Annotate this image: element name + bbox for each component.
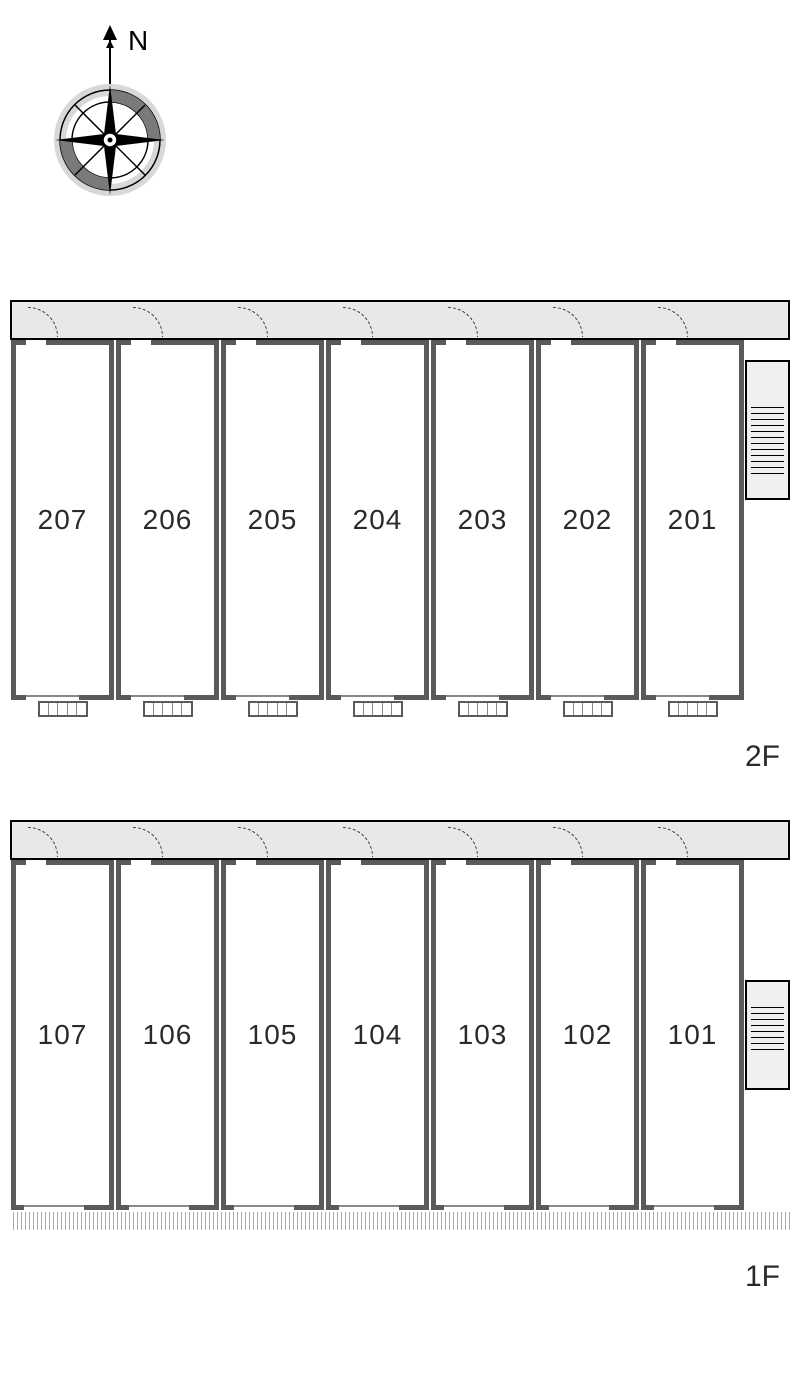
unit-203: 203	[431, 340, 534, 700]
units-row: 207 206 205 204 203 202 201	[10, 340, 745, 700]
window-opening	[549, 1205, 609, 1210]
door-opening	[656, 860, 676, 865]
window-opening	[236, 695, 289, 700]
window-opening	[339, 1205, 399, 1210]
door-opening	[131, 860, 151, 865]
floor-label-1f: 1F	[745, 1260, 780, 1294]
floor-plan-2f: 207 206 205 204 203 202 201	[10, 300, 790, 730]
unit-101: 101	[641, 860, 744, 1210]
door-opening	[446, 860, 466, 865]
door-opening	[341, 860, 361, 865]
door-opening	[551, 860, 571, 865]
unit-label: 101	[668, 1019, 718, 1051]
unit-label: 103	[458, 1019, 508, 1051]
floor-label-2f: 2F	[745, 740, 780, 774]
door-opening	[656, 340, 676, 345]
unit-label: 201	[668, 504, 718, 536]
unit-103: 103	[431, 860, 534, 1210]
door-opening	[131, 340, 151, 345]
unit-label: 203	[458, 504, 508, 536]
window-opening	[341, 695, 394, 700]
unit-105: 105	[221, 860, 324, 1210]
door-opening	[341, 340, 361, 345]
stairwell	[745, 980, 790, 1090]
compass-n-label: N	[128, 25, 148, 56]
unit-202: 202	[536, 340, 639, 700]
unit-label: 107	[38, 1019, 88, 1051]
unit-label: 205	[248, 504, 298, 536]
unit-104: 104	[326, 860, 429, 1210]
unit-206: 206	[116, 340, 219, 700]
unit-205: 205	[221, 340, 324, 700]
stair-steps	[751, 1002, 784, 1050]
window-opening	[654, 1205, 714, 1210]
stair-steps	[751, 402, 784, 474]
balcony	[668, 701, 718, 717]
unit-label: 206	[143, 504, 193, 536]
unit-label: 106	[143, 1019, 193, 1051]
unit-201: 201	[641, 340, 744, 700]
door-opening	[236, 340, 256, 345]
unit-label: 102	[563, 1019, 613, 1051]
window-opening	[551, 695, 604, 700]
door-opening	[26, 860, 46, 865]
balcony	[353, 701, 403, 717]
floor-plan-1f: 107 106 105 104 103 102 101	[10, 820, 790, 1240]
window-opening	[26, 695, 79, 700]
window-opening	[656, 695, 709, 700]
balcony	[38, 701, 88, 717]
stairwell	[745, 360, 790, 500]
compass-rose: N	[40, 20, 180, 220]
unit-102: 102	[536, 860, 639, 1210]
unit-label: 105	[248, 1019, 298, 1051]
unit-207: 207	[11, 340, 114, 700]
door-opening	[26, 340, 46, 345]
ground-hatch	[10, 1212, 790, 1230]
unit-label: 104	[353, 1019, 403, 1051]
balcony	[458, 701, 508, 717]
unit-204: 204	[326, 340, 429, 700]
unit-107: 107	[11, 860, 114, 1210]
balcony	[143, 701, 193, 717]
window-opening	[129, 1205, 189, 1210]
door-opening	[446, 340, 466, 345]
window-opening	[446, 695, 499, 700]
unit-label: 202	[563, 504, 613, 536]
balcony	[563, 701, 613, 717]
window-opening	[131, 695, 184, 700]
window-opening	[234, 1205, 294, 1210]
window-opening	[24, 1205, 84, 1210]
balcony	[248, 701, 298, 717]
unit-106: 106	[116, 860, 219, 1210]
units-row: 107 106 105 104 103 102 101	[10, 860, 745, 1210]
unit-label: 207	[38, 504, 88, 536]
unit-label: 204	[353, 504, 403, 536]
door-opening	[551, 340, 571, 345]
window-opening	[444, 1205, 504, 1210]
door-opening	[236, 860, 256, 865]
